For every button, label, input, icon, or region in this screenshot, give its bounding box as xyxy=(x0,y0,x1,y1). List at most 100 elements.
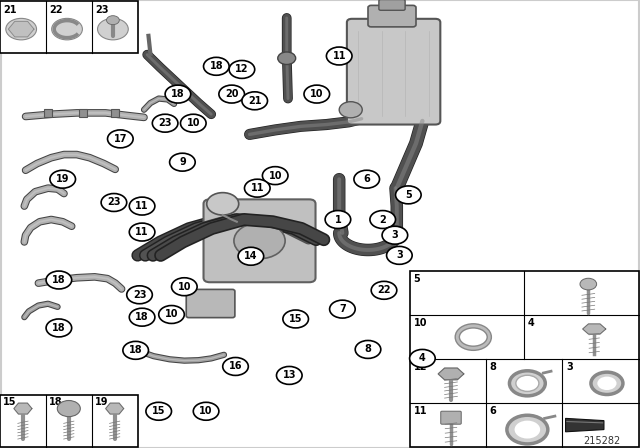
Text: 21: 21 xyxy=(248,96,262,106)
Circle shape xyxy=(370,211,396,228)
Text: 8: 8 xyxy=(365,345,371,354)
Circle shape xyxy=(97,18,128,40)
Circle shape xyxy=(234,223,285,258)
Circle shape xyxy=(304,85,330,103)
Text: 11: 11 xyxy=(332,51,346,61)
Circle shape xyxy=(6,18,36,40)
Text: 18: 18 xyxy=(52,323,66,333)
Text: 23: 23 xyxy=(95,5,108,15)
Text: 10: 10 xyxy=(310,89,324,99)
FancyBboxPatch shape xyxy=(186,289,235,318)
Circle shape xyxy=(355,340,381,358)
Text: 23: 23 xyxy=(107,198,121,207)
Text: 15: 15 xyxy=(3,397,17,407)
Text: 8: 8 xyxy=(490,362,497,372)
Circle shape xyxy=(244,179,270,197)
Text: 3: 3 xyxy=(396,250,403,260)
Text: 22: 22 xyxy=(377,285,391,295)
Text: 14: 14 xyxy=(244,251,258,261)
Circle shape xyxy=(330,300,355,318)
Circle shape xyxy=(229,60,255,78)
Text: 11: 11 xyxy=(413,406,427,416)
Text: 7: 7 xyxy=(339,304,346,314)
Bar xyxy=(79,109,87,117)
Circle shape xyxy=(597,377,616,390)
Text: 19: 19 xyxy=(56,174,70,184)
FancyBboxPatch shape xyxy=(0,1,138,53)
Text: 13: 13 xyxy=(282,370,296,380)
Circle shape xyxy=(276,366,302,384)
Text: 5: 5 xyxy=(413,274,420,284)
Text: 18: 18 xyxy=(171,89,185,99)
Circle shape xyxy=(129,308,155,326)
Circle shape xyxy=(50,170,76,188)
Circle shape xyxy=(262,167,288,185)
Text: 3: 3 xyxy=(566,362,573,372)
Text: 10: 10 xyxy=(177,282,191,292)
Circle shape xyxy=(106,16,119,25)
Text: 12: 12 xyxy=(413,362,427,372)
Text: 11: 11 xyxy=(135,227,149,237)
Bar xyxy=(44,109,52,117)
Text: 1: 1 xyxy=(335,215,341,224)
Bar xyxy=(111,109,119,117)
Text: 9: 9 xyxy=(179,157,186,167)
Circle shape xyxy=(591,372,623,395)
Circle shape xyxy=(170,153,195,171)
Text: 10: 10 xyxy=(164,310,179,319)
Text: 12: 12 xyxy=(235,65,249,74)
Text: 10: 10 xyxy=(413,318,427,328)
Circle shape xyxy=(242,92,268,110)
Circle shape xyxy=(193,402,219,420)
Polygon shape xyxy=(566,418,604,432)
Text: 18: 18 xyxy=(209,61,223,71)
FancyBboxPatch shape xyxy=(379,0,405,10)
Text: 18: 18 xyxy=(52,275,66,285)
Text: 10: 10 xyxy=(186,118,200,128)
Text: 23: 23 xyxy=(158,118,172,128)
FancyBboxPatch shape xyxy=(0,395,138,447)
FancyBboxPatch shape xyxy=(368,5,416,27)
Circle shape xyxy=(387,246,412,264)
Circle shape xyxy=(129,197,155,215)
Circle shape xyxy=(326,47,352,65)
Text: 18: 18 xyxy=(49,397,63,407)
Text: 21: 21 xyxy=(3,5,17,15)
Circle shape xyxy=(52,18,83,40)
Text: 4: 4 xyxy=(528,318,535,328)
Circle shape xyxy=(127,286,152,304)
Circle shape xyxy=(382,226,408,244)
Text: 3: 3 xyxy=(392,230,398,240)
Circle shape xyxy=(46,271,72,289)
Text: 23: 23 xyxy=(132,290,147,300)
Text: 5: 5 xyxy=(405,190,412,200)
Circle shape xyxy=(238,247,264,265)
Polygon shape xyxy=(106,403,124,414)
Text: 11: 11 xyxy=(250,183,264,193)
Circle shape xyxy=(223,358,248,375)
Polygon shape xyxy=(14,403,32,414)
Circle shape xyxy=(354,170,380,188)
Circle shape xyxy=(580,278,596,290)
Circle shape xyxy=(410,349,435,367)
Text: 20: 20 xyxy=(225,89,239,99)
Text: 215282: 215282 xyxy=(584,436,621,446)
Circle shape xyxy=(152,114,178,132)
Circle shape xyxy=(325,211,351,228)
Circle shape xyxy=(172,278,197,296)
Text: 19: 19 xyxy=(95,397,108,407)
FancyBboxPatch shape xyxy=(441,411,461,424)
FancyBboxPatch shape xyxy=(204,199,316,282)
Circle shape xyxy=(219,85,244,103)
Text: 18: 18 xyxy=(135,312,149,322)
Text: 10: 10 xyxy=(199,406,213,416)
Circle shape xyxy=(283,310,308,328)
Text: 15: 15 xyxy=(289,314,303,324)
Circle shape xyxy=(180,114,206,132)
Circle shape xyxy=(204,57,229,75)
Text: 6: 6 xyxy=(364,174,370,184)
Text: 10: 10 xyxy=(268,171,282,181)
Circle shape xyxy=(123,341,148,359)
Polygon shape xyxy=(583,324,605,334)
Circle shape xyxy=(159,306,184,323)
